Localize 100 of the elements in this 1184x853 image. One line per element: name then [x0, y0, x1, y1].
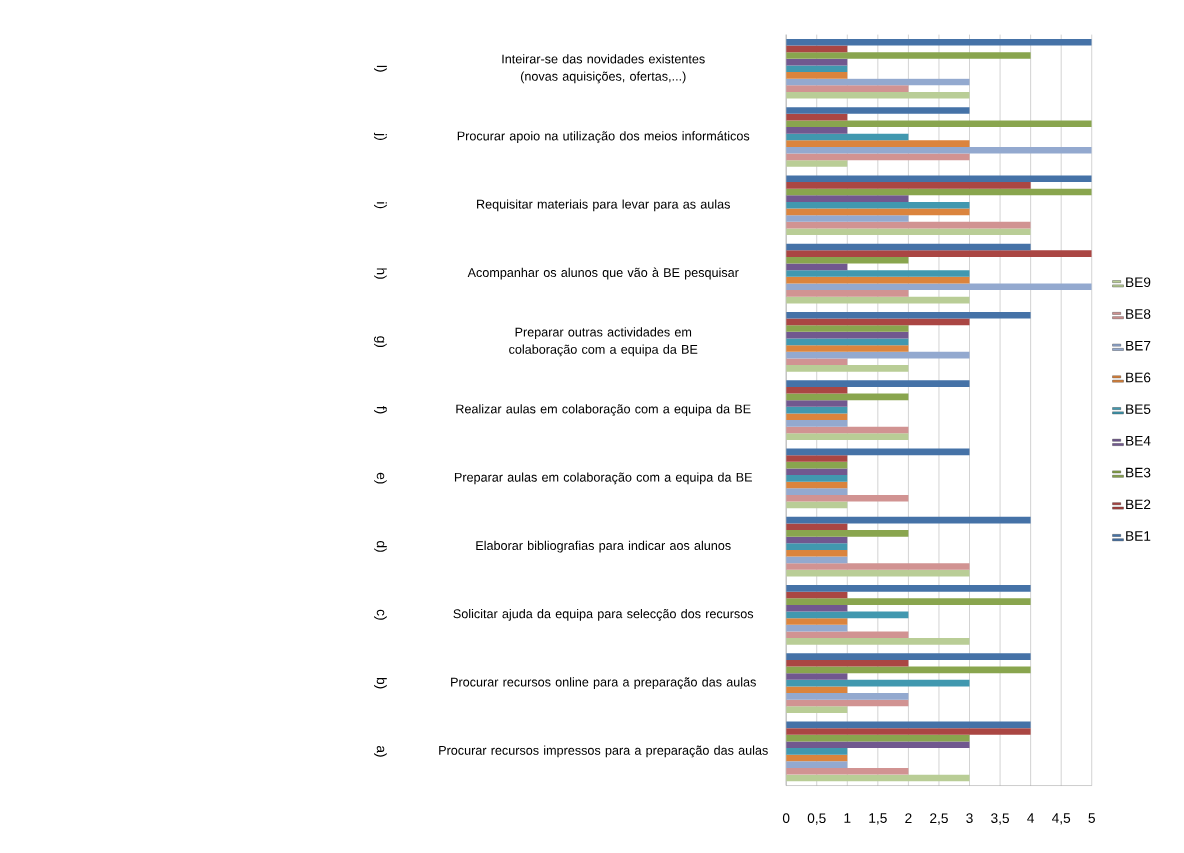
bar — [786, 767, 909, 775]
bar — [786, 419, 848, 427]
x-tick-label: 1 — [844, 813, 851, 823]
bar — [786, 631, 909, 638]
x-tick-label: 5 — [1088, 813, 1095, 823]
bar — [786, 679, 970, 687]
text: d) — [374, 540, 387, 552]
legend-label: BE7 — [1126, 340, 1151, 351]
text: a) — [374, 745, 387, 757]
bar — [786, 228, 1031, 235]
bar — [786, 692, 909, 700]
x-tick-label: 0,5 — [807, 813, 826, 825]
text: c) — [374, 609, 387, 620]
bar — [786, 78, 970, 86]
bar — [786, 721, 1031, 729]
bar — [786, 71, 848, 79]
y-tick-label: Requisitar materiais para levar para as aulas — [477, 199, 730, 212]
bar — [786, 283, 1092, 290]
bar — [786, 52, 1031, 59]
text: h) — [374, 268, 387, 279]
x-tick-label: 1,5 — [869, 813, 887, 825]
y-tick-label: Inteirar-se das novidades existentes (novas aquisições, ofertas,...) — [502, 54, 705, 84]
bar — [786, 686, 848, 693]
bar — [786, 175, 1092, 182]
bar — [786, 65, 848, 72]
bar — [786, 358, 848, 365]
bar — [786, 256, 909, 264]
bar — [786, 344, 909, 352]
bar — [786, 455, 848, 462]
text: j) — [374, 132, 387, 140]
bar — [786, 296, 970, 304]
bar — [786, 386, 848, 394]
bar — [786, 488, 848, 495]
bar — [786, 728, 1031, 735]
bar — [786, 250, 1092, 257]
bar — [786, 195, 909, 202]
bar — [786, 529, 909, 537]
bar — [786, 653, 1031, 660]
bar — [786, 659, 909, 667]
legend-label: BE1 — [1126, 531, 1151, 541]
bar — [786, 523, 848, 530]
bar — [786, 289, 909, 297]
bar — [786, 160, 848, 167]
bar — [786, 146, 1092, 154]
bar — [786, 549, 848, 557]
bar — [786, 433, 909, 440]
bar — [786, 338, 909, 345]
y-tick-label: Procurar recursos impressos para a preparação das aulas — [439, 745, 768, 758]
bar — [786, 468, 848, 475]
bar — [786, 311, 1031, 319]
bar — [786, 448, 970, 455]
bar — [786, 91, 970, 99]
y-tick-label: Solicitar ajuda da equipa para selecção dos recursos — [453, 608, 754, 621]
text: l) — [374, 65, 387, 72]
bar — [786, 584, 1031, 592]
bar — [786, 181, 1031, 189]
text: b) — [374, 677, 387, 689]
bar — [786, 351, 970, 359]
bar — [786, 598, 1031, 605]
bar — [786, 747, 848, 755]
bar — [786, 140, 970, 147]
bar — [786, 85, 909, 92]
y-tick-label: Procurar recursos online para a preparação das aulas — [451, 677, 756, 689]
y-tick-label: Acompanhar os alunos que vão à BE pesquisar — [467, 267, 739, 280]
x-tick-label: 4,5 — [1051, 813, 1071, 825]
bar — [786, 188, 1092, 196]
bar — [786, 243, 1031, 251]
text: g) — [374, 336, 387, 347]
y-tick-label: Realizar aulas em colaboração com a equipa da BE — [456, 404, 751, 416]
bar — [786, 666, 1031, 674]
x-tick-label: 2 — [905, 813, 912, 823]
y-tick-label: Elaborar bibliografias para indicar aos alunos — [476, 540, 731, 553]
bar — [786, 741, 970, 748]
bar — [786, 276, 970, 284]
y-tick-label: Procurar apoio na utilização dos meios informáticos — [457, 130, 750, 143]
bar — [786, 153, 970, 161]
bar — [786, 774, 970, 782]
bar — [786, 516, 1031, 524]
legend-label: BE9 — [1126, 277, 1151, 287]
legend-label: BE2 — [1126, 499, 1151, 509]
legend-label: BE8 — [1126, 309, 1151, 319]
x-tick-label: 3,5 — [991, 813, 1010, 825]
bar — [786, 673, 848, 680]
bar — [786, 400, 848, 407]
bar — [786, 426, 909, 434]
bar — [786, 270, 970, 277]
legend-label: BE6 — [1126, 372, 1151, 383]
bar — [786, 543, 848, 550]
legend-label: BE3 — [1126, 467, 1151, 478]
bar — [786, 208, 970, 216]
bar — [786, 133, 909, 141]
x-tick-label: 2,5 — [930, 813, 948, 825]
text: i) — [374, 202, 387, 209]
bar — [786, 107, 970, 114]
bar — [786, 364, 909, 372]
bar — [786, 325, 909, 332]
bar — [786, 380, 970, 387]
bar — [786, 604, 848, 612]
text: f) — [374, 405, 387, 414]
bar — [786, 120, 1092, 127]
